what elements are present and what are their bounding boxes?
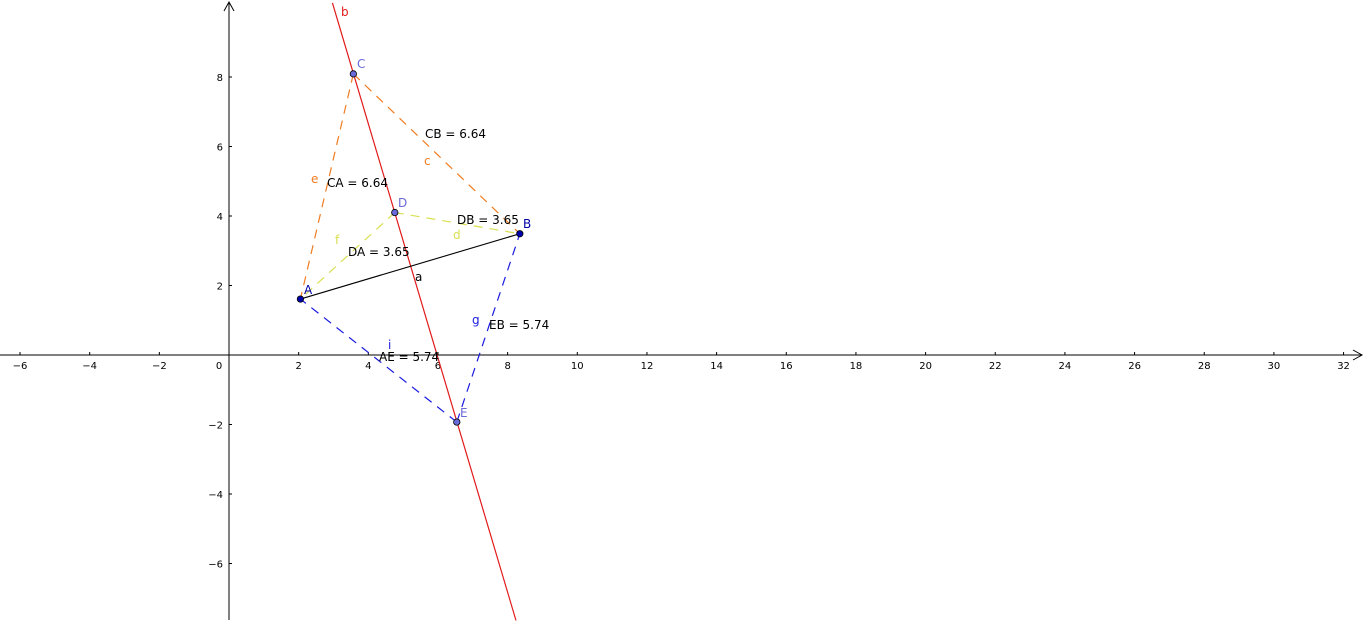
segment-d[interactable]	[394, 211, 520, 235]
y-tick-label: −2	[208, 421, 223, 432]
point-label-c: C	[357, 57, 365, 71]
x-tick-label: 22	[989, 361, 1002, 372]
measure-da: DA = 3.65	[348, 245, 410, 259]
x-tick-label: −2	[152, 361, 167, 372]
y-tick-label: 4	[217, 212, 223, 223]
label-segment-g: g	[472, 313, 480, 327]
y-tick-label: −4	[208, 490, 223, 501]
label-segment-f: f	[335, 233, 340, 247]
point-b[interactable]	[516, 230, 524, 238]
point-label-e: E	[460, 406, 468, 420]
segment-f[interactable]	[299, 212, 396, 300]
measure-cb: CB = 6.64	[425, 127, 486, 141]
point-d[interactable]	[391, 208, 399, 217]
label-segment-a: a	[415, 270, 422, 284]
x-tick-label: 26	[1128, 361, 1141, 372]
point-c[interactable]	[349, 70, 357, 78]
point-label-a: A	[304, 283, 313, 297]
x-tick-label: 6	[435, 361, 441, 372]
x-tick-label: 14	[710, 361, 723, 372]
x-tick-label: 16	[780, 361, 793, 372]
x-tick-label: 2	[295, 361, 301, 372]
segment-c[interactable]	[352, 73, 521, 235]
point-label-b: B	[523, 217, 531, 231]
y-tick-label: 6	[217, 143, 223, 154]
segment-g[interactable]	[456, 233, 521, 423]
y-tick-label: 2	[217, 282, 223, 293]
x-tick-label: 4	[365, 361, 371, 372]
measure-ca: CA = 6.64	[327, 176, 388, 190]
line-b[interactable]	[331, 2, 517, 621]
point-e[interactable]	[453, 418, 461, 426]
point-a[interactable]	[296, 295, 305, 303]
x-tick-label: 8	[504, 361, 510, 372]
x-axis-arrow	[1352, 349, 1364, 361]
y-tick-label: −6	[208, 560, 223, 571]
x-tick-label: 20	[919, 361, 932, 372]
y-tick-label: 8	[217, 73, 223, 84]
x-tick-label: −4	[82, 361, 97, 372]
label-segment-i: i	[388, 338, 391, 352]
measure-ae: AE = 5.74	[379, 350, 439, 364]
x-tick-label: 10	[571, 361, 584, 372]
x-tick-label: 28	[1198, 361, 1211, 372]
measure-db: DB = 3.65	[457, 213, 519, 227]
label-segment-d: d	[453, 228, 461, 242]
segment-a[interactable]	[300, 233, 520, 300]
label-segment-e: e	[311, 172, 318, 186]
segment-e[interactable]	[299, 73, 354, 300]
x-tick-label: 12	[641, 361, 654, 372]
x-tick-label: 18	[850, 361, 863, 372]
label-line-b: b	[341, 5, 349, 19]
point-label-d: D	[398, 196, 407, 210]
x-tick-label: −6	[13, 361, 28, 372]
measure-eb: EB = 5.74	[489, 318, 549, 332]
segment-i[interactable]	[300, 298, 458, 423]
label-segment-c: c	[424, 154, 431, 168]
x-tick-label: 0	[216, 361, 222, 372]
y-axis-arrow	[223, 0, 235, 12]
x-tick-label: 24	[1059, 361, 1072, 372]
x-tick-label: 30	[1268, 361, 1281, 372]
x-tick-label: 32	[1337, 361, 1350, 372]
